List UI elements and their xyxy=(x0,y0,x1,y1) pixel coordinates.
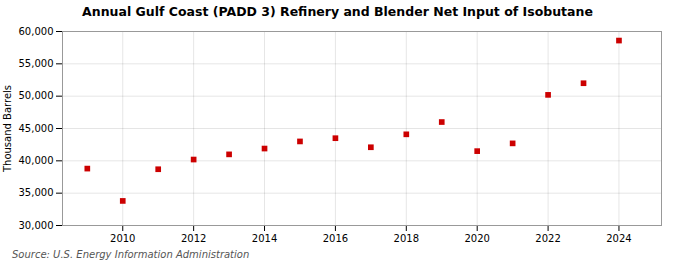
svg-text:2020: 2020 xyxy=(464,233,489,244)
svg-text:50,000: 50,000 xyxy=(19,90,54,101)
svg-text:45,000: 45,000 xyxy=(19,123,54,134)
svg-text:30,000: 30,000 xyxy=(19,220,54,231)
svg-text:2022: 2022 xyxy=(535,233,560,244)
html-text:Source: U.S. Energy Informatio: Source: U.S. Energy Information Administ… xyxy=(12,249,250,260)
svg-text:40,000: 40,000 xyxy=(19,155,54,166)
svg-text:2010: 2010 xyxy=(110,233,135,244)
svg-text:2014: 2014 xyxy=(252,233,277,244)
svg-text:55,000: 55,000 xyxy=(19,58,54,69)
svg-text:2012: 2012 xyxy=(181,233,206,244)
svg-text:2018: 2018 xyxy=(394,233,419,244)
svg-text:60,000: 60,000 xyxy=(19,26,54,37)
svg-text:2024: 2024 xyxy=(606,233,631,244)
svg-text:35,000: 35,000 xyxy=(19,187,54,198)
html-text:Annual Gulf Coast (PADD 3) Ref: Annual Gulf Coast (PADD 3) Refinery and … xyxy=(82,4,593,19)
svg-text:2016: 2016 xyxy=(323,233,348,244)
svg-text:Thousand Barrels: Thousand Barrels xyxy=(2,85,13,173)
